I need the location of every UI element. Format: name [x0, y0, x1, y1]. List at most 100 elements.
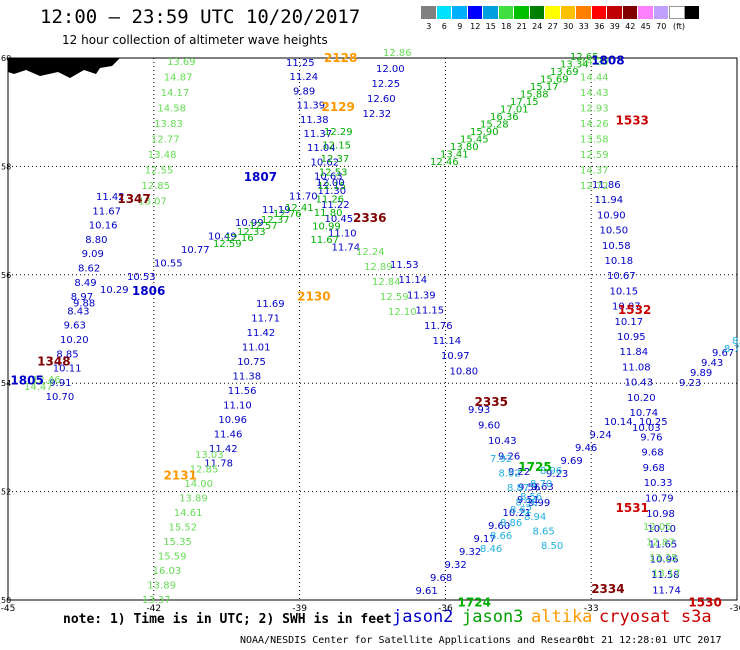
wave-height-value: 8.50 — [541, 541, 563, 552]
legend-swatch — [622, 6, 638, 19]
pass-number-label: 1805 — [10, 373, 43, 387]
wave-height-value: 12.59 — [213, 239, 242, 250]
wave-height-value: 11.25 — [286, 58, 315, 69]
wave-height-value: 11.42 — [209, 444, 238, 455]
legend-swatch — [684, 6, 700, 19]
wave-height-value: 8.96 — [516, 498, 538, 509]
wave-height-value: 11.19 — [262, 205, 291, 216]
wave-height-value: 17.01 — [500, 105, 529, 116]
wave-height-value: 11.08 — [622, 362, 651, 373]
wave-height-value: 11.86 — [592, 180, 621, 191]
wave-height-value: 13.37 — [142, 595, 171, 606]
wave-height-value: 15.28 — [480, 120, 509, 131]
wave-height-value: 12.46 — [430, 157, 459, 168]
wave-height-value: 13.89 — [179, 494, 208, 505]
legend-swatch — [498, 6, 514, 19]
wave-height-value: 9.76 — [640, 432, 662, 443]
wave-height-value: 10.15 — [610, 286, 639, 297]
wave-height-value: 12.37 — [261, 215, 290, 226]
wave-height-value: 11.67 — [310, 235, 339, 246]
wave-height-value: 12.59 — [380, 292, 409, 303]
wave-height-value: 12.15 — [317, 181, 346, 192]
wave-height-value: 11.80 — [314, 208, 343, 219]
wave-height-value: 9.89 — [690, 368, 712, 379]
wave-height-value: 10.58 — [602, 241, 631, 252]
wave-height-value: 10.55 — [154, 258, 183, 269]
credit-line: NOAA/NESDIS Center for Satellite Applica… — [240, 635, 590, 646]
wave-height-value: 12.00 — [316, 178, 345, 189]
wave-height-value: 11.42 — [247, 328, 276, 339]
wave-height-value: 17.15 — [510, 97, 539, 108]
wave-height-value: 10.79 — [645, 494, 674, 505]
wave-height-value: 13.89 — [147, 581, 176, 592]
pass-number-label: 1806 — [132, 284, 165, 298]
legend-label: 42 — [625, 22, 636, 31]
wave-height-value: 10.43 — [625, 378, 654, 389]
color-scale-legend — [421, 6, 700, 19]
legend-label: 33 — [578, 22, 589, 31]
wave-height-value: 9.51 — [517, 495, 539, 506]
legend-swatch — [483, 6, 499, 19]
wave-height-value: 15.35 — [163, 537, 192, 548]
wave-height-value: 14.00 — [184, 479, 213, 490]
legend-swatch — [467, 6, 483, 19]
wave-height-value: 11.53 — [390, 260, 419, 271]
wave-height-value: 10.14 — [604, 417, 633, 428]
wave-height-value: 10.25 — [639, 417, 668, 428]
legend-label: 36 — [594, 22, 605, 31]
wave-height-value: 13.34 — [560, 60, 589, 71]
wave-height-value: 11.24 — [290, 72, 319, 83]
wave-height-value: 10.99 — [312, 222, 341, 233]
wave-height-value: 11.65 — [649, 539, 678, 550]
wave-height-value: 14.87 — [164, 73, 193, 84]
wave-height-value: 12.77 — [151, 135, 180, 146]
wave-height-value: 13.80 — [450, 142, 479, 153]
legend-altika: altika — [531, 607, 593, 627]
legend-label: 12 — [470, 22, 481, 31]
wave-height-value: 10.50 — [600, 226, 629, 237]
wave-height-value: 8.02 — [499, 469, 521, 480]
wave-height-value: 11.39 — [297, 101, 326, 112]
page-subtitle: 12 hour collection of altimeter wave hei… — [62, 33, 328, 47]
wave-height-value: 11.58 — [651, 570, 680, 581]
wave-height-value: 15.52 — [169, 523, 198, 534]
wave-height-value: 9.99 — [528, 498, 550, 509]
legend-swatch — [560, 6, 576, 19]
wave-height-value: 11.38 — [233, 372, 262, 383]
pass-number-label: 2336 — [353, 211, 386, 225]
wave-height-value: 9.23 — [679, 378, 701, 389]
pass-number-label: 1530 — [688, 596, 721, 610]
wave-height-value: 8.43 — [67, 306, 89, 317]
wave-height-value: 10.74 — [630, 408, 659, 419]
pass-number-label: 1531 — [616, 501, 649, 515]
latitude-label: 60 — [1, 54, 11, 63]
legend-swatch — [576, 6, 592, 19]
wave-height-value: 15.69 — [540, 75, 569, 86]
legend-label: 3 — [426, 22, 432, 31]
wave-height-value: 9.88 — [73, 299, 95, 310]
pass-number-label: 1725 — [518, 460, 551, 474]
wave-height-value: 9.09 — [82, 249, 104, 260]
legend-label: 24 — [532, 22, 543, 31]
wave-height-value: 10.17 — [615, 317, 644, 328]
pass-number-label: 1532 — [618, 303, 651, 317]
wave-height-value: 12.60 — [367, 94, 396, 105]
wave-height-value: 10.99 — [235, 218, 264, 229]
wave-height-value: 12.59 — [580, 150, 609, 161]
wave-height-value: 10.96 — [218, 415, 247, 426]
pass-number-label: 2129 — [321, 100, 354, 114]
latitude-label: 50 — [1, 596, 11, 605]
wave-height-value: 12.76 — [273, 209, 302, 220]
wave-height-value: 16.03 — [153, 566, 182, 577]
wave-height-value: 11.26 — [316, 195, 345, 206]
legend-label: (ft) — [672, 22, 686, 31]
wave-height-value: 9.68 — [643, 463, 665, 474]
legend-swatch — [436, 6, 452, 19]
legend-label: 27 — [547, 22, 558, 31]
wave-height-value: 14.44 — [580, 73, 609, 84]
wave-height-value: 13.83 — [154, 119, 183, 130]
wave-height-value: 9.93 — [468, 405, 490, 416]
wave-height-value: 7.92 — [490, 454, 512, 465]
color-scale-labels: 3 6 9 12 15 18 21 24 27 30 33 36 39 42 45 70 (ft) — [421, 22, 689, 31]
wave-height-value: 12.46 — [32, 375, 61, 386]
